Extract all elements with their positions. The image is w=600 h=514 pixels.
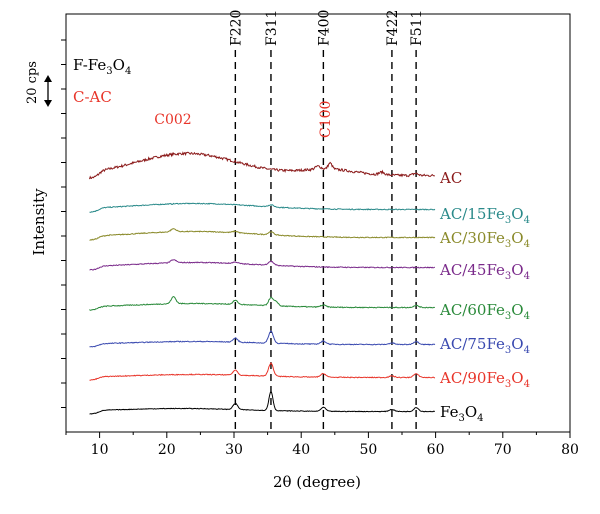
- series-label: Fe3O4: [440, 403, 484, 424]
- series-label: AC/90Fe3O4: [439, 369, 530, 390]
- plot-frame: 10 20 30 40 50 60 70 80: [61, 13, 579, 458]
- reference-label-f422: F422: [385, 10, 401, 46]
- series-label: AC: [439, 169, 462, 187]
- series-line: [89, 228, 436, 241]
- reference-peak-lines: F220 F311 F400 F422 F511 C002 C100: [154, 10, 425, 432]
- scale-bar-arrow-down-icon: [44, 100, 52, 107]
- reference-label-f511: F511: [409, 10, 425, 46]
- legend-fe-label: F-Fe3O4: [73, 56, 131, 77]
- x-tick-label: 70: [494, 442, 512, 458]
- series-line: [89, 259, 436, 271]
- scale-bar: 20 cps: [25, 61, 52, 107]
- series-label: AC/60Fe3O4: [439, 301, 530, 322]
- legend-c-label: C-AC: [73, 88, 112, 106]
- series-line: [89, 151, 436, 180]
- annotation-c002: C002: [154, 112, 191, 128]
- legend-fe-sub: 3: [106, 66, 112, 77]
- annotation-c100: C100: [318, 101, 334, 138]
- x-tick-label: 30: [225, 442, 243, 458]
- legend-fe-sub2: 4: [125, 66, 131, 77]
- axis-labels: 2θ (degree) Intensity: [30, 188, 361, 491]
- reference-label-f220: F220: [228, 10, 244, 46]
- series-line: [89, 390, 436, 415]
- series-line: [89, 362, 436, 381]
- series-label: AC/30Fe3O4: [439, 229, 530, 250]
- series-label: AC/45Fe3O4: [439, 261, 530, 282]
- x-tick-label: 40: [292, 442, 310, 458]
- legend: F-Fe3O4 C-AC: [73, 56, 131, 106]
- series-label: AC/75Fe3O4: [439, 335, 530, 356]
- legend-fe-tail: O: [113, 56, 125, 74]
- series-label: AC/15Fe3O4: [439, 205, 530, 226]
- scale-bar-arrow-up-icon: [44, 75, 52, 82]
- series-line: [89, 330, 436, 348]
- plot-border: [65, 13, 571, 433]
- reference-label-f400: F400: [316, 10, 332, 46]
- x-tick-label: 20: [158, 442, 176, 458]
- x-tick-label: 80: [561, 442, 579, 458]
- series-line: [89, 296, 435, 311]
- y-axis-label: Intensity: [30, 188, 48, 256]
- x-tick-label: 10: [91, 442, 109, 458]
- series-group: AC AC/15Fe3O4 AC/30Fe3O4 AC/45Fe3O4 AC/60Fe3…: [89, 151, 530, 424]
- x-tick-label: 60: [427, 442, 445, 458]
- reference-label-f311: F311: [264, 10, 280, 46]
- x-tick-label: 50: [359, 442, 377, 458]
- legend-fe-main: F-Fe: [73, 56, 106, 74]
- series-line: [89, 202, 436, 213]
- scale-bar-label: 20 cps: [25, 61, 40, 104]
- x-axis-label: 2θ (degree): [273, 473, 361, 491]
